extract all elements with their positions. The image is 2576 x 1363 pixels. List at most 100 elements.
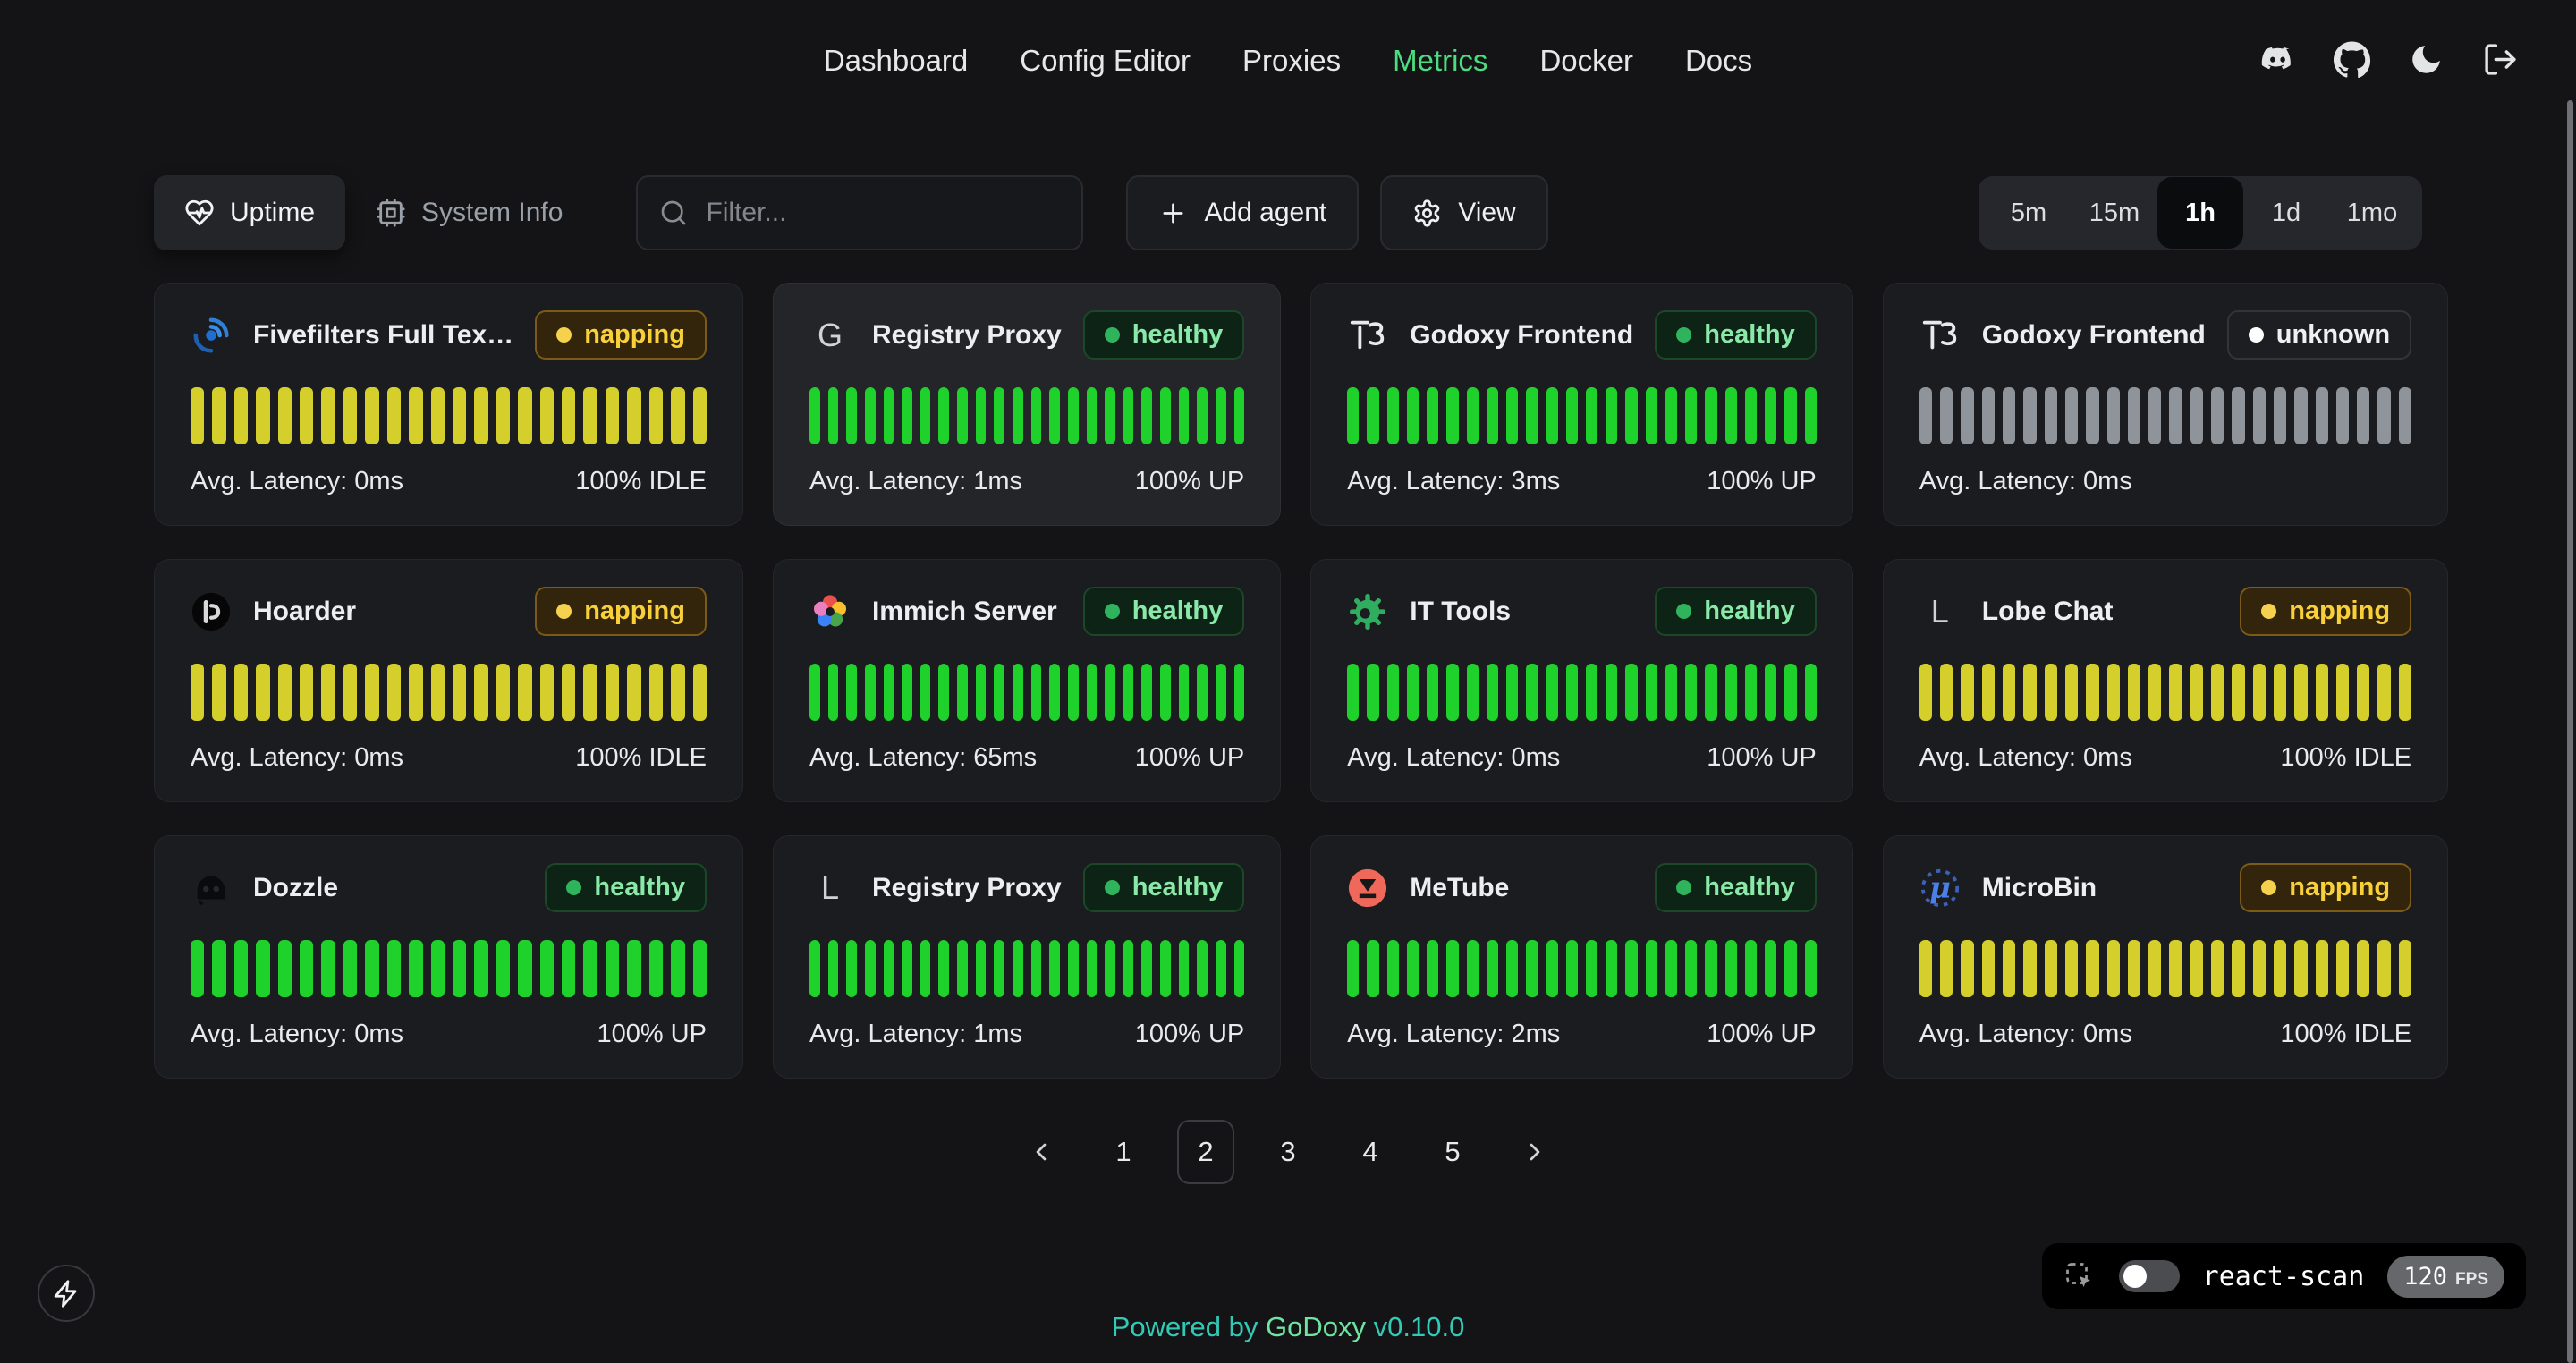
card-footer: Avg. Latency: 0ms 100% IDLE	[191, 467, 707, 496]
time-range-1mo[interactable]: 1mo	[2329, 183, 2415, 242]
service-card[interactable]: Hoarder napping Avg. Latency: 0ms 100% IDLE	[154, 559, 743, 802]
time-range-15m[interactable]: 15m	[2072, 183, 2157, 242]
service-card[interactable]: MeTube healthy Avg. Latency: 2ms 100% UP	[1310, 835, 1853, 1079]
discord-icon[interactable]	[2259, 41, 2296, 78]
uptime-bar	[1705, 940, 1717, 997]
card-footer: Avg. Latency: 2ms 100% UP	[1347, 1020, 1817, 1049]
svg-text:μ: μ	[1929, 869, 1951, 904]
avg-latency: Avg. Latency: 0ms	[1919, 1020, 2132, 1048]
cpu-icon	[376, 198, 406, 228]
theme-moon-icon[interactable]	[2408, 41, 2445, 78]
uptime-bar	[902, 940, 912, 997]
uptime-bar	[2335, 664, 2350, 721]
service-card[interactable]: Immich Server healthy Avg. Latency: 65ms 10…	[772, 559, 1282, 802]
uptime-bar	[1446, 387, 1459, 444]
card-header: L Registry Proxy healthy	[809, 863, 1245, 912]
prev-page-button[interactable]	[1013, 1120, 1070, 1184]
service-card[interactable]: Godoxy Frontend unknown Avg. Latency: 0ms	[1882, 283, 2449, 526]
time-range-1h[interactable]: 1h	[2157, 177, 2243, 249]
avg-latency: Avg. Latency: 0ms	[191, 467, 404, 495]
service-letter-icon: L	[1919, 591, 1961, 632]
avg-latency: Avg. Latency: 0ms	[191, 743, 404, 772]
uptime-bar	[605, 664, 620, 721]
uptime-bar	[2064, 940, 2079, 997]
uptime-bar	[518, 940, 532, 997]
service-card[interactable]: L Registry Proxy healthy Avg. Latency: 1ms 1…	[772, 835, 1282, 1079]
service-card[interactable]: μ MicroBin napping Avg. Latency: 0ms 100% ID…	[1882, 835, 2449, 1079]
nav-item-docs[interactable]: Docs	[1684, 44, 1753, 77]
uptime-bars	[191, 940, 707, 997]
uptime-bar	[846, 940, 857, 997]
time-range-1d[interactable]: 1d	[2243, 183, 2329, 242]
uptime-bar	[1105, 664, 1115, 721]
next-page-button[interactable]	[1506, 1120, 1563, 1184]
time-range-5m[interactable]: 5m	[1986, 183, 2072, 242]
uptime-bar	[938, 664, 950, 721]
uptime-bar	[1940, 664, 1953, 721]
uptime-bar	[994, 387, 1004, 444]
service-card[interactable]: G Registry Proxy healthy Avg. Latency: 1ms 1…	[772, 283, 1282, 526]
uptime-bar	[1961, 940, 1974, 997]
uptime-bar	[1724, 664, 1737, 721]
footer-brand-link[interactable]: GoDoxy	[1266, 1311, 1366, 1342]
service-card[interactable]: Dozzle healthy Avg. Latency: 0ms 100% UP	[154, 835, 743, 1079]
page-button-4[interactable]: 4	[1342, 1120, 1399, 1184]
tab-uptime[interactable]: Uptime	[154, 175, 346, 250]
uptime-bar	[1705, 664, 1717, 721]
nav-item-dashboard[interactable]: Dashboard	[823, 44, 969, 77]
status-badge: healthy	[1655, 310, 1817, 360]
logout-icon[interactable]	[2482, 41, 2519, 78]
uptime-bar	[2357, 664, 2370, 721]
uptime-bar	[2002, 940, 2016, 997]
uptime-bar	[902, 387, 912, 444]
card-footer: Avg. Latency: 0ms 100% IDLE	[1919, 743, 2411, 773]
uptime-bar	[1086, 664, 1097, 721]
github-icon[interactable]	[2334, 41, 2370, 78]
page-button-3[interactable]: 3	[1259, 1120, 1317, 1184]
uptime-bar	[452, 940, 467, 997]
uptime-bar	[191, 940, 205, 997]
page-button-1[interactable]: 1	[1095, 1120, 1152, 1184]
nav-item-proxies[interactable]: Proxies	[1242, 44, 1342, 77]
uptime-bar	[474, 664, 488, 721]
uptime-bar	[1526, 387, 1538, 444]
uptime-bar	[627, 387, 641, 444]
add-agent-button[interactable]: Add agent	[1126, 175, 1360, 250]
uptime-bar	[1665, 664, 1678, 721]
service-card[interactable]: L Lobe Chat napping Avg. Latency: 0ms 100% I…	[1882, 559, 2449, 802]
uptime-bar	[1466, 940, 1479, 997]
service-card[interactable]: IT Tools healthy Avg. Latency: 0ms 100% UP	[1310, 559, 1853, 802]
hoarder-logo	[191, 591, 232, 632]
uptime-bar	[1506, 940, 1519, 997]
uptime-bar	[919, 940, 931, 997]
page-scrollbar[interactable]	[2567, 100, 2573, 1363]
page-button-5[interactable]: 5	[1424, 1120, 1481, 1184]
status-dot-icon	[1104, 327, 1120, 343]
status-label: healthy	[594, 873, 685, 902]
view-button[interactable]: View	[1380, 175, 1548, 250]
inspect-cursor-icon[interactable]	[2063, 1260, 2096, 1292]
uptime-bar	[1645, 387, 1657, 444]
uptime-bar	[1685, 664, 1698, 721]
filter-input[interactable]	[704, 197, 1061, 229]
uptime-bar	[256, 940, 270, 997]
quick-actions-button[interactable]	[38, 1265, 95, 1322]
uptime-bar	[2044, 387, 2057, 444]
react-scan-toggle[interactable]	[2118, 1260, 2180, 1292]
nav-item-metrics[interactable]: Metrics	[1393, 44, 1488, 77]
uptime-bar	[864, 664, 876, 721]
uptime-bar	[2232, 940, 2245, 997]
uptime-bar	[1427, 940, 1439, 997]
uptime-bar	[474, 940, 488, 997]
service-card[interactable]: Fivefilters Full Tex… napping Avg. Latency…	[154, 283, 743, 526]
uptime-bar	[277, 387, 292, 444]
nav-item-docker[interactable]: Docker	[1539, 44, 1633, 77]
tab-system-info[interactable]: System Info	[345, 175, 593, 250]
page-button-2[interactable]: 2	[1177, 1120, 1234, 1184]
footer-powered-by: Powered by	[1111, 1311, 1258, 1342]
service-card[interactable]: Godoxy Frontend healthy Avg. Latency: 3ms 1…	[1310, 283, 1853, 526]
nav-item-config-editor[interactable]: Config Editor	[1020, 44, 1191, 77]
avg-latency: Avg. Latency: 65ms	[809, 743, 1038, 772]
uptime-bar	[277, 940, 292, 997]
uptime-bar	[2044, 940, 2057, 997]
